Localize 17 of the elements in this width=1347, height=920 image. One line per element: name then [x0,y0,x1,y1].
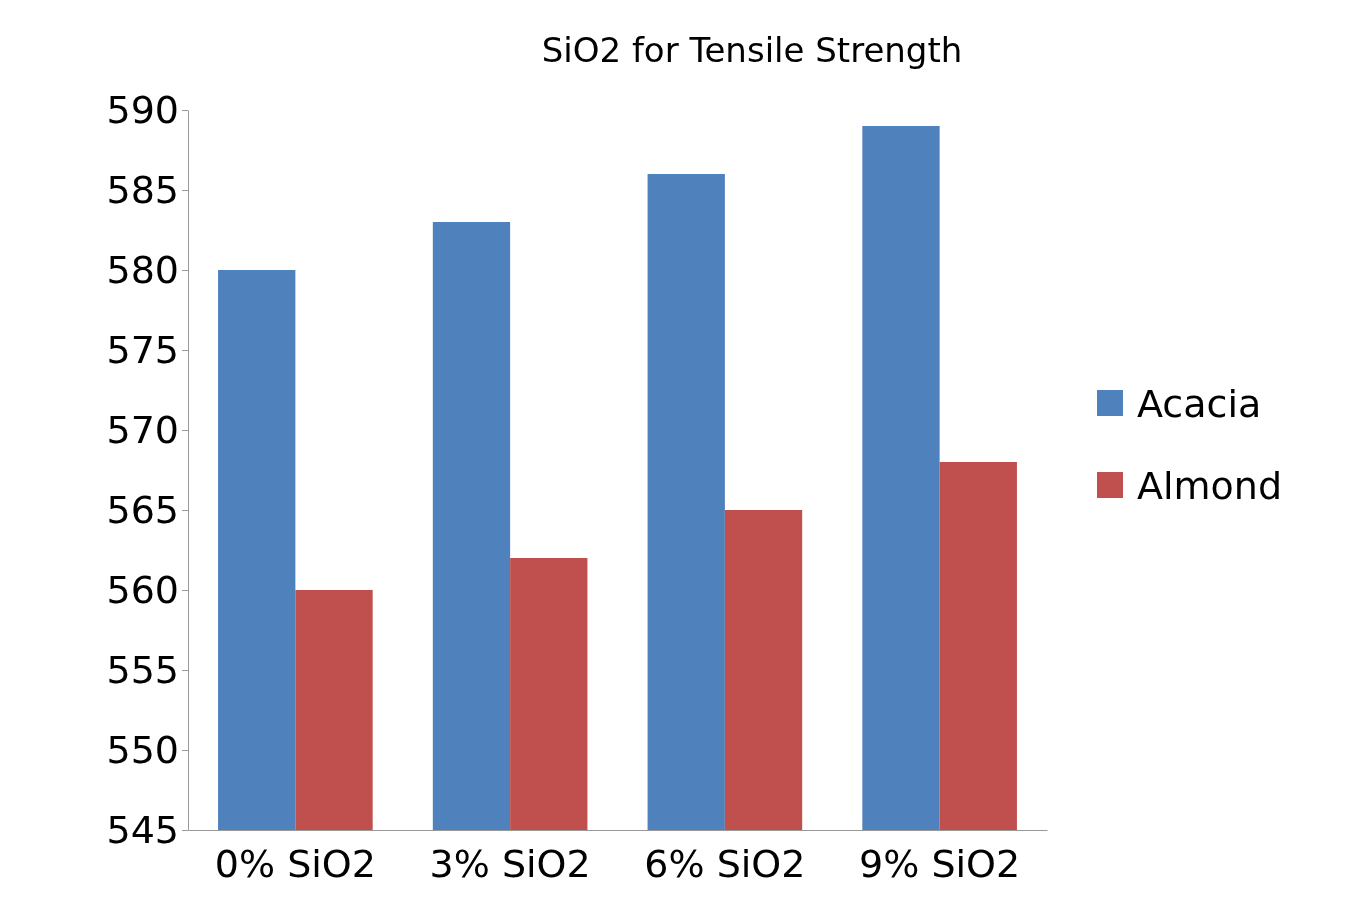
y-tick-label: 550 [106,727,179,772]
x-tick-label: 3% SiO2 [429,841,591,886]
x-tick-label: 6% SiO2 [644,841,806,886]
x-tick-label: 0% SiO2 [214,841,376,886]
y-tick-label: 545 [106,807,179,852]
legend-label: Almond [1137,464,1283,508]
y-tick-label: 580 [106,247,179,292]
y-tick-label: 570 [106,407,179,452]
y-tick-label: 555 [106,647,179,692]
legend-label: Acacia [1137,382,1262,426]
y-tick-label: 590 [106,87,179,132]
y-tick-label: 565 [106,487,179,532]
y-tick-label: 585 [106,167,179,212]
y-tick-label: 575 [106,327,179,372]
y-tick-label: 560 [106,567,179,612]
chart-title: SiO2 for Tensile Strength [541,30,963,70]
x-tick-label: 9% SiO2 [859,841,1021,886]
